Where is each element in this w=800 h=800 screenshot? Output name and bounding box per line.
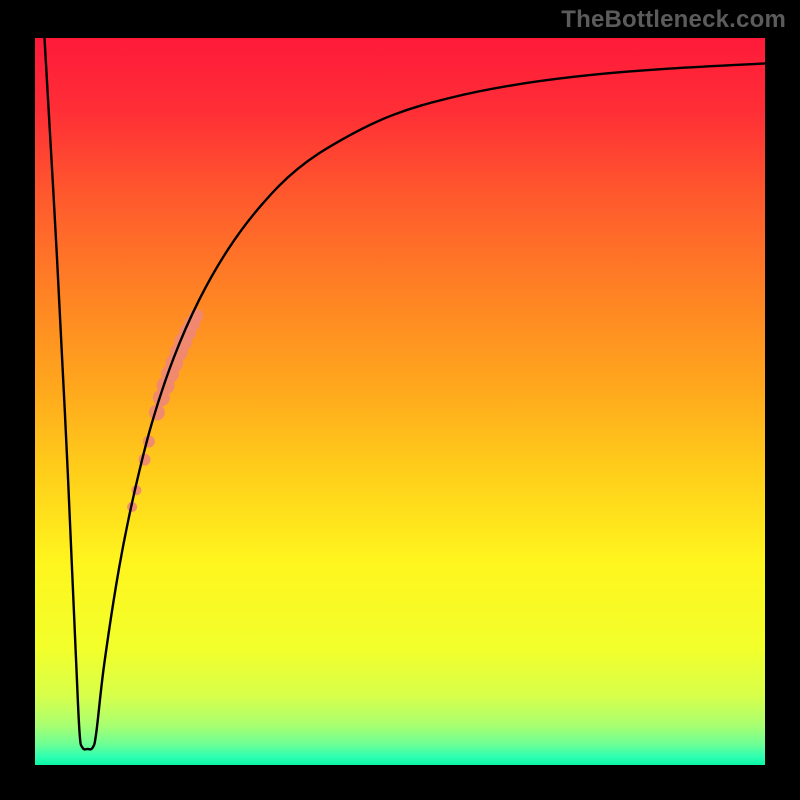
bottleneck-curve (44, 38, 765, 749)
marker-group (127, 309, 203, 512)
plot-area (35, 38, 765, 765)
chart-frame: TheBottleneck.com (0, 0, 800, 800)
watermark-text: TheBottleneck.com (561, 6, 786, 34)
plot-svg (35, 38, 765, 765)
